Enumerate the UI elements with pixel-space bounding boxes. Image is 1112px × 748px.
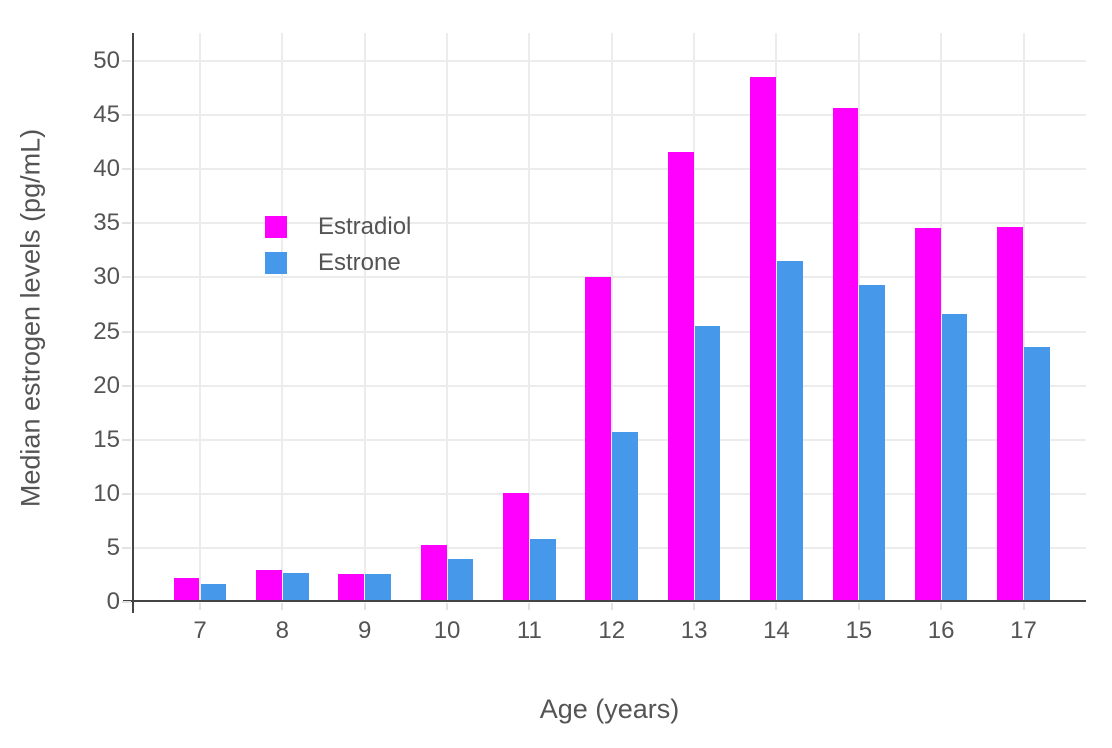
y-tick-label-30: 30 [93,263,120,291]
x-axis-line [123,600,1086,602]
y-tick-mark-35 [122,222,131,225]
gridline-y-45 [133,114,1086,117]
bar-estradiol-age-16[interactable] [914,227,941,602]
y-tick-label-45: 45 [93,101,120,129]
legend-label-estrone: Estrone [318,249,401,276]
y-tick-mark-20 [122,384,131,387]
x-tick-mark-16 [940,603,943,610]
y-tick-label-20: 20 [93,371,120,399]
bar-estradiol-age-17[interactable] [997,226,1023,602]
legend-label-estradiol: Estradiol [318,213,412,240]
x-tick-mark-13 [693,603,696,610]
bar-estrone-age-14[interactable] [776,261,803,602]
bar-estrone-age-11[interactable] [529,539,556,602]
y-tick-label-0: 0 [106,588,120,615]
y-tick-label-50: 50 [93,47,120,75]
bar-estradiol-age-11[interactable] [503,492,529,602]
gridline-x-15 [857,33,860,602]
gridline-x-7 [199,33,201,602]
y-tick-mark-10 [122,492,131,495]
y-tick-label-10: 10 [93,479,120,507]
x-tick-mark-11 [528,603,531,610]
gridline-y-50 [133,60,1086,63]
x-tick-label-13: 13 [680,617,708,644]
x-tick-label-16: 16 [927,617,955,644]
x-tick-mark-7 [199,603,201,610]
x-tick-label-10: 10 [433,617,461,644]
x-tick-mark-9 [363,603,366,610]
y-tick-label-15: 15 [93,425,120,453]
y-tick-mark-25 [122,330,131,333]
gridline-x-13 [693,33,696,602]
x-tick-label-8: 8 [275,617,290,644]
bar-estradiol-age-13[interactable] [667,151,694,602]
bar-estrone-age-15[interactable] [859,285,886,602]
x-tick-label-17: 17 [1010,617,1037,644]
y-tick-label-35: 35 [93,209,120,237]
bar-estrone-age-16[interactable] [941,314,968,602]
x-tick-label-14: 14 [763,617,790,644]
x-tick-label-15: 15 [845,617,873,644]
bar-estrone-age-8[interactable] [282,572,309,602]
gridline-x-14 [775,33,778,602]
x-tick-mark-15 [857,603,860,610]
x-tick-mark-12 [610,603,613,610]
gridline-y-40 [133,168,1086,171]
legend-item-estrone[interactable]: Estrone [265,249,411,276]
y-tick-mark-0 [122,601,131,603]
x-tick-label-12: 12 [598,617,626,644]
bar-estradiol-age-9[interactable] [338,573,365,602]
gridline-x-17 [1022,33,1025,602]
x-tick-label-11: 11 [516,617,542,644]
bar-estradiol-age-15[interactable] [832,107,859,602]
estradiol-swatch [265,216,287,238]
x-axis-title: Age (years) [539,694,680,724]
x-tick-label-9: 9 [358,617,372,644]
y-tick-mark-45 [122,114,131,117]
bar-estradiol-age-10[interactable] [420,544,447,602]
y-tick-label-5: 5 [106,533,120,561]
gridline-x-8 [281,33,284,602]
bar-estrone-age-9[interactable] [365,573,391,602]
gridline-x-9 [363,33,366,602]
y-tick-mark-40 [122,168,131,171]
x-tick-mark-8 [281,603,284,610]
bar-estradiol-age-14[interactable] [750,77,776,602]
bar-estrone-age-12[interactable] [612,432,639,602]
bar-estradiol-age-7[interactable] [173,578,200,602]
gridline-x-10 [446,33,449,602]
y-tick-label-40: 40 [93,155,120,183]
gridline-x-12 [610,33,613,602]
legend-item-estradiol[interactable]: Estradiol [265,213,412,240]
bar-estrone-age-10[interactable] [447,558,474,602]
legend: Estradiol Estrone [265,213,412,276]
bar-estradiol-age-12[interactable] [585,277,612,602]
bar-estradiol-age-8[interactable] [256,569,282,602]
y-tick-mark-15 [122,438,131,441]
x-tick-mark-17 [1022,603,1025,610]
gridline-x-16 [940,33,943,602]
bar-estrone-age-7[interactable] [200,583,227,602]
y-tick-mark-30 [122,276,131,279]
y-axis-line [132,33,134,613]
x-tick-mark-10 [446,603,449,610]
estrone-swatch [265,252,287,274]
gridline-y-35 [133,222,1086,225]
gridline-x-11 [528,33,531,602]
plot-area [133,33,1086,602]
y-axis-title: Median estrogen levels (pg/mL) [15,128,46,508]
x-tick-mark-14 [775,603,778,610]
y-tick-mark-5 [122,546,131,549]
bar-estrone-age-17[interactable] [1024,346,1050,602]
y-tick-mark-50 [122,60,131,63]
x-tick-label-7: 7 [193,617,207,644]
y-tick-label-25: 25 [93,317,120,345]
bar-estrone-age-13[interactable] [694,326,721,602]
